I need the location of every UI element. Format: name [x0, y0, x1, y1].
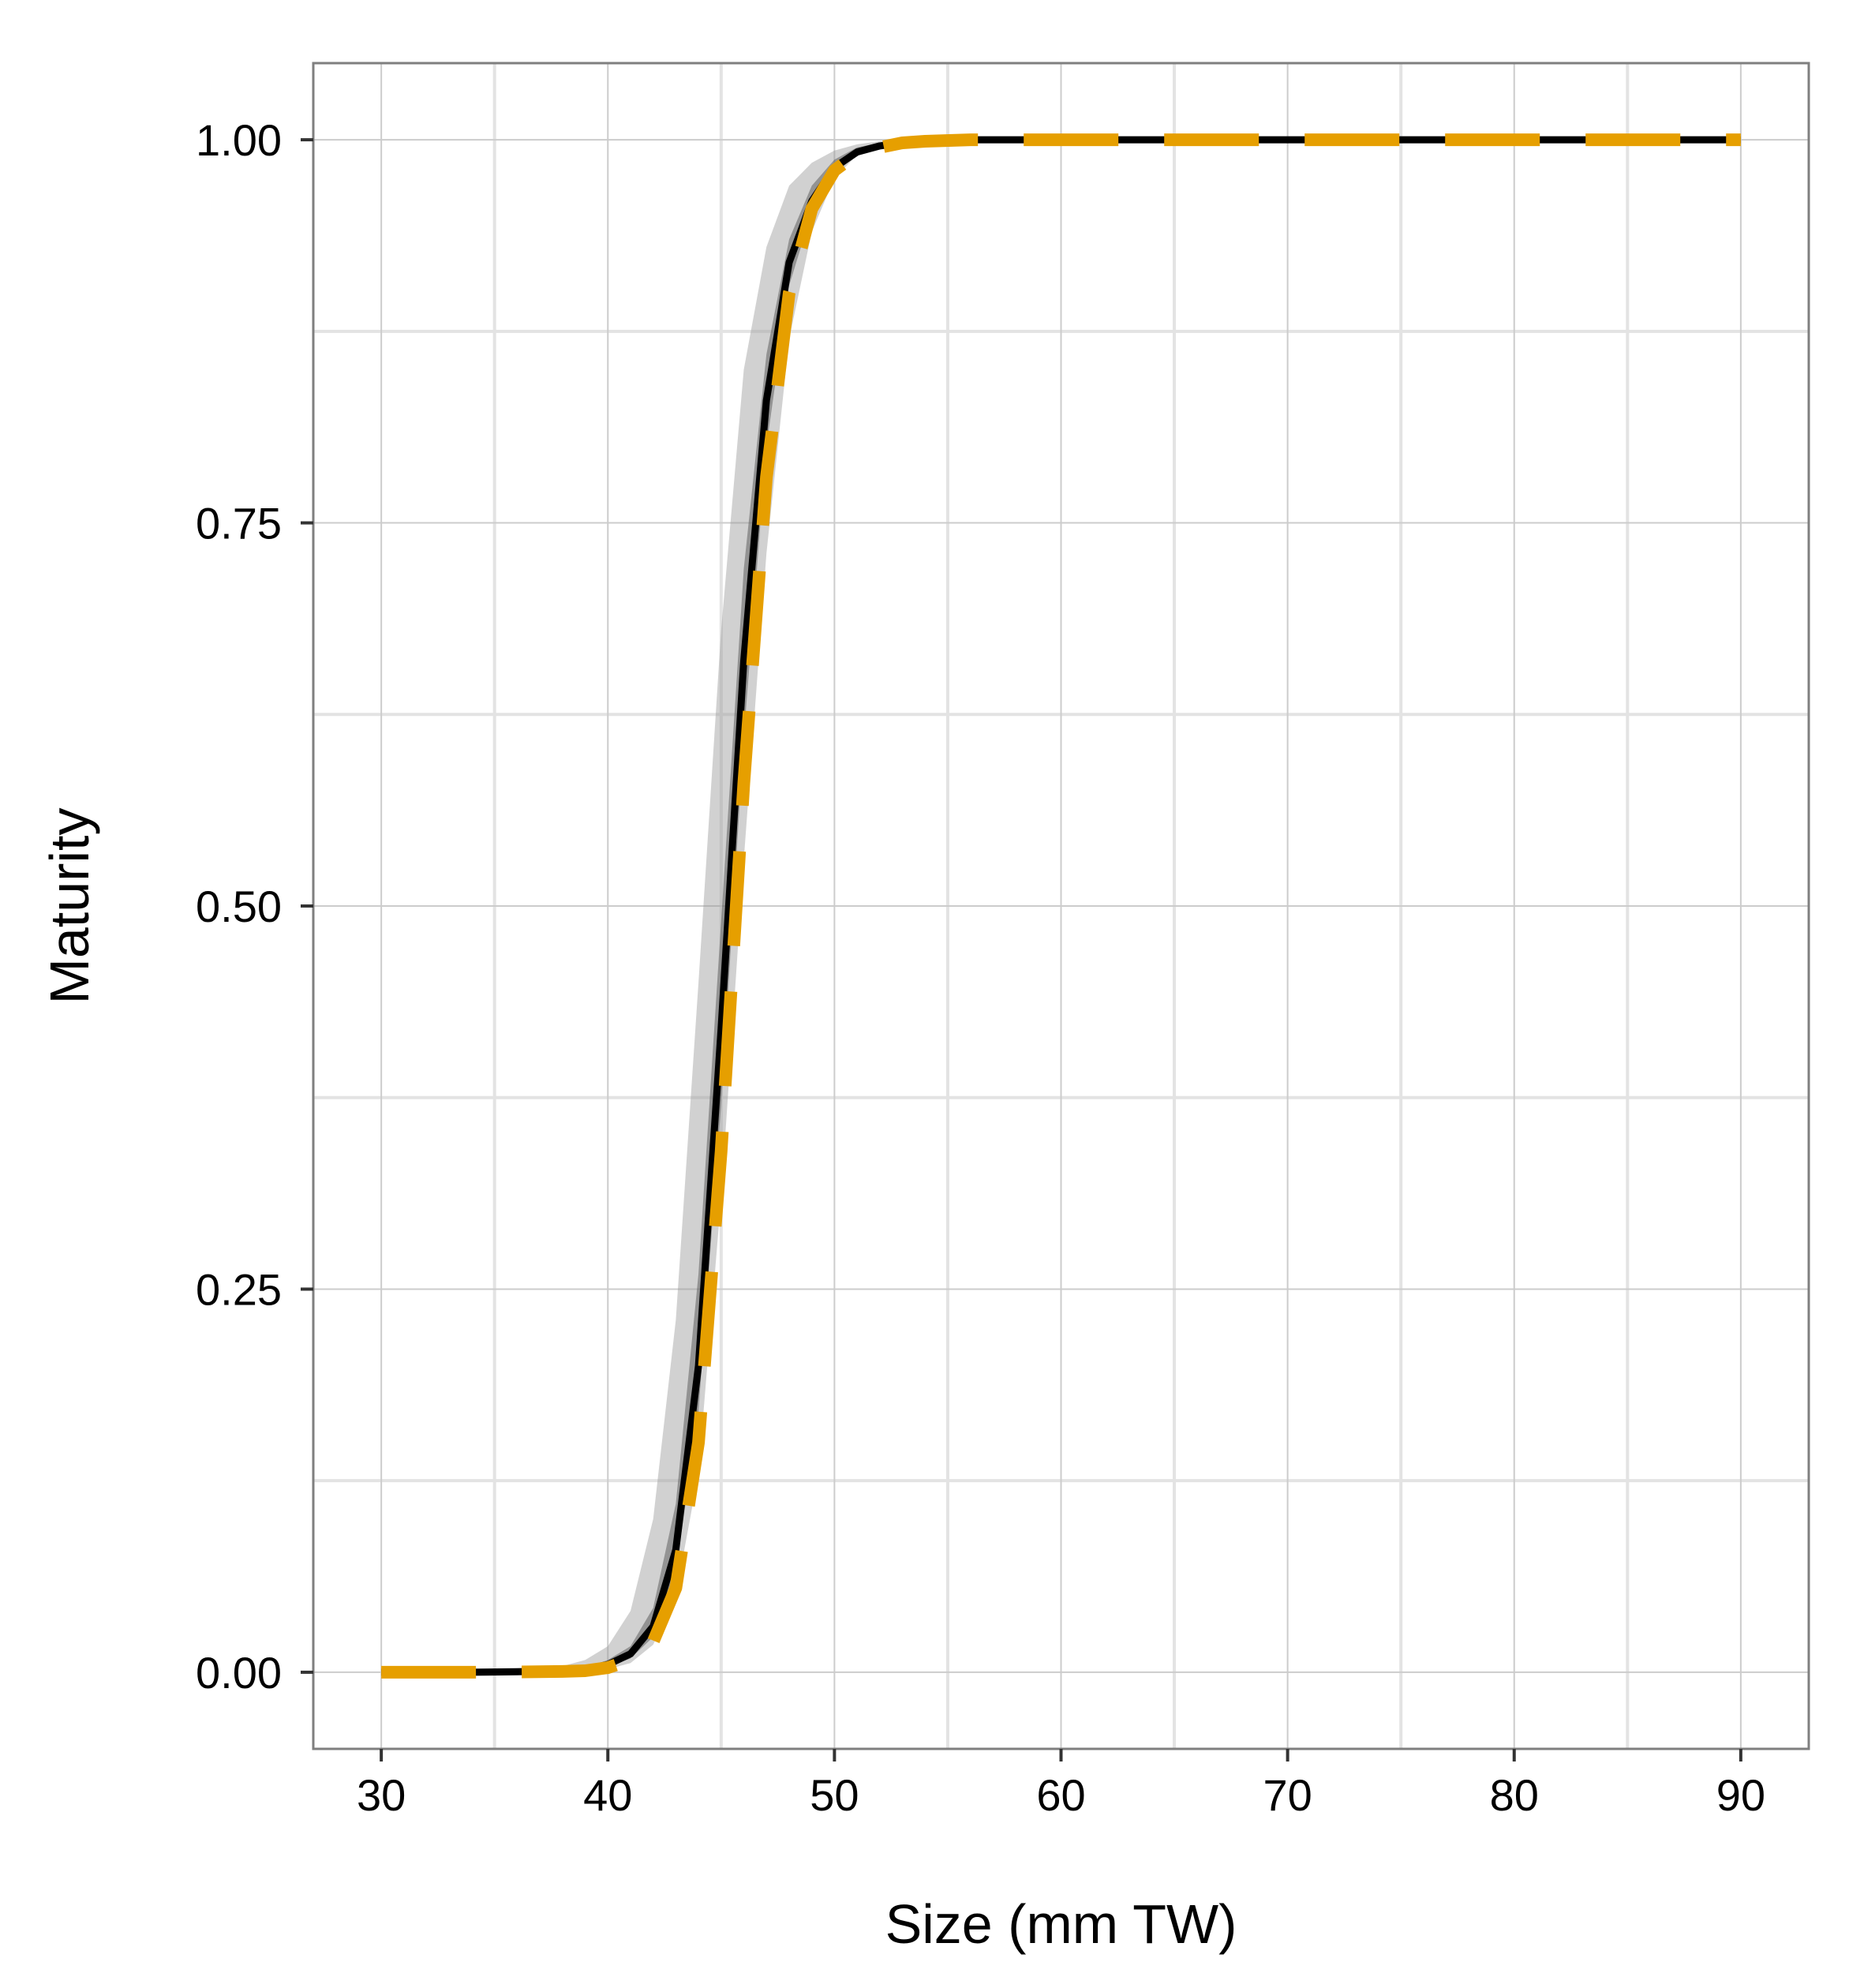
dashed-series-line — [381, 133, 1741, 1679]
y-axis-title: Maturity — [39, 808, 100, 1005]
x-tick-label: 50 — [810, 1770, 859, 1820]
x-tick-label: 60 — [1036, 1770, 1085, 1820]
x-axis: 30 40 50 60 70 80 90 — [357, 1749, 1765, 1820]
y-tick-label: 0.25 — [196, 1264, 282, 1314]
x-tick-label: 70 — [1263, 1770, 1312, 1820]
x-tick-label: 40 — [583, 1770, 632, 1820]
y-tick-label: 0.50 — [196, 882, 282, 931]
y-axis: 0.00 0.25 0.50 0.75 1.00 — [196, 115, 313, 1698]
y-tick-label: 1.00 — [196, 115, 282, 165]
x-tick-label: 30 — [357, 1770, 406, 1820]
y-tick-label: 0.00 — [196, 1648, 282, 1698]
x-axis-title: Size (mm TW) — [885, 1893, 1237, 1955]
x-tick-label: 90 — [1716, 1770, 1765, 1820]
series-lines — [381, 133, 1741, 1679]
x-tick-label: 80 — [1490, 1770, 1539, 1820]
y-tick-label: 0.75 — [196, 499, 282, 548]
